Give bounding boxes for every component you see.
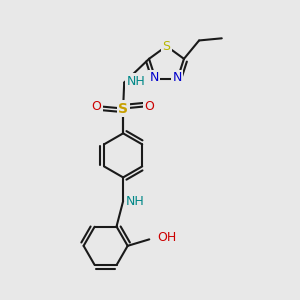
Text: OH: OH bbox=[157, 231, 176, 244]
Text: O: O bbox=[92, 100, 101, 113]
Text: N: N bbox=[172, 71, 182, 84]
Text: NH: NH bbox=[126, 195, 145, 208]
Text: S: S bbox=[163, 40, 170, 52]
Text: O: O bbox=[144, 100, 154, 113]
Text: N: N bbox=[149, 71, 159, 84]
Text: NH: NH bbox=[127, 75, 145, 88]
Text: S: S bbox=[118, 101, 128, 116]
